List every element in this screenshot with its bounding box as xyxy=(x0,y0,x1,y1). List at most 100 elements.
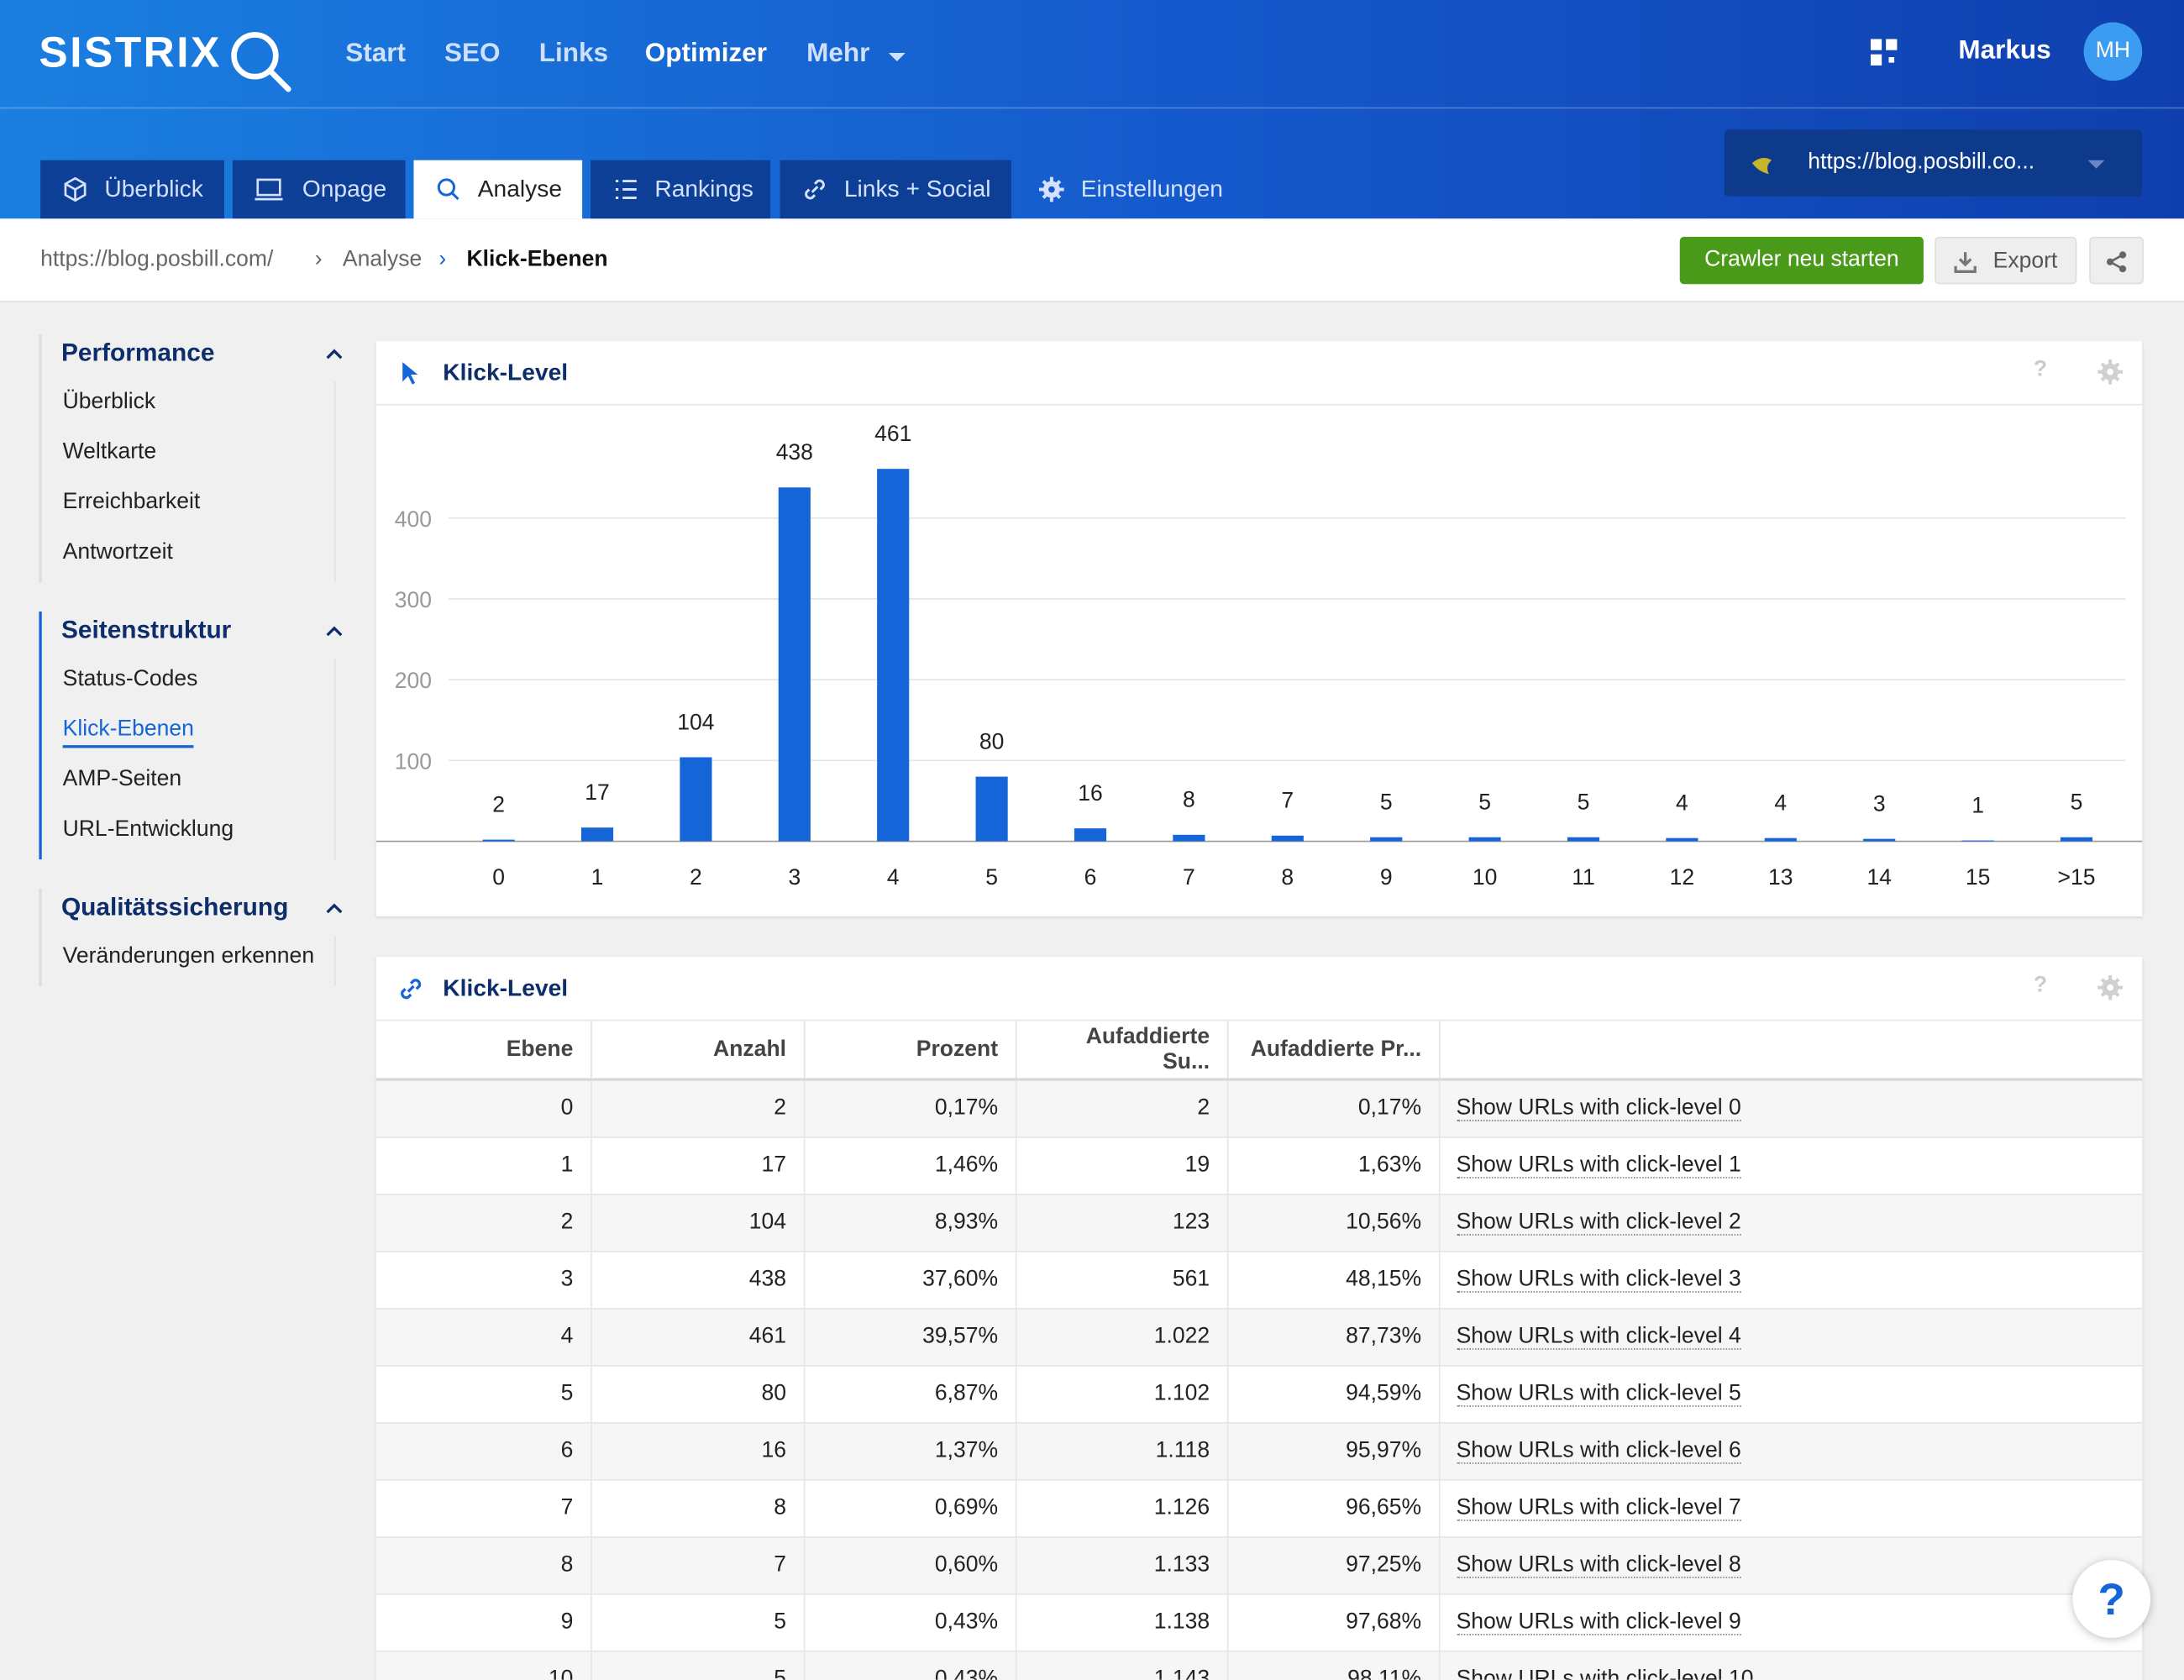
table-cell: 6 xyxy=(376,1422,591,1479)
help-icon[interactable]: ? xyxy=(2034,974,2047,999)
column-header[interactable]: Prozent xyxy=(804,1021,1016,1079)
sidebar-bar xyxy=(39,334,41,582)
table-row: 343837,60%56148,15%Show URLs with click-… xyxy=(376,1251,2143,1308)
sidebar-link[interactable]: Klick-Ebenen xyxy=(63,717,194,748)
sidebar-link[interactable]: Erreichbarkeit xyxy=(63,491,201,516)
table-cell: 8 xyxy=(376,1536,591,1593)
tab[interactable]: Analyse xyxy=(413,160,582,219)
url-link[interactable]: Show URLs with click-level 5 xyxy=(1457,1381,1741,1406)
bar xyxy=(1272,836,1304,842)
data-label: 438 xyxy=(776,439,813,465)
nav-link[interactable]: SEO xyxy=(444,39,501,69)
table-cell: 16 xyxy=(591,1422,804,1479)
sidebar-link[interactable]: Überblick xyxy=(63,390,156,415)
restart-button[interactable]: Crawler neu starten xyxy=(1680,237,1924,284)
project-url: https://blog.posbill.co... xyxy=(1808,150,2034,174)
x-tick-label: 3 xyxy=(788,864,801,890)
user-name[interactable]: Markus xyxy=(1958,36,2050,66)
sidebar-link[interactable]: Weltkarte xyxy=(63,440,157,465)
bar xyxy=(1666,838,1698,842)
favicon xyxy=(1750,152,1775,177)
table-cell: 1,37% xyxy=(804,1422,1016,1479)
x-tick-label: 14 xyxy=(1866,864,1891,890)
tab[interactable]: Onpage xyxy=(233,160,406,219)
chevron xyxy=(328,628,342,635)
url-link[interactable]: Show URLs with click-level 3 xyxy=(1457,1267,1741,1292)
data-label: 5 xyxy=(1478,790,1491,815)
breadcrumb[interactable]: Analyse xyxy=(343,248,422,273)
data-label: 4 xyxy=(1676,790,1688,816)
x-tick-label: 6 xyxy=(1084,864,1097,890)
bar xyxy=(581,827,613,841)
table-cell: 1.133 xyxy=(1016,1536,1227,1593)
url-link[interactable]: Show URLs with click-level 1 xyxy=(1457,1152,1741,1178)
sidebar-title[interactable]: Seitenstruktur xyxy=(61,616,231,645)
avatar[interactable]: MH xyxy=(2084,23,2143,81)
sidebar-link[interactable]: Antwortzeit xyxy=(63,540,173,565)
tab[interactable]: Überblick xyxy=(40,160,224,219)
apps-icon[interactable] xyxy=(1871,39,1898,66)
table-cell: 5 xyxy=(591,1593,804,1651)
table-cell: 3 xyxy=(376,1251,591,1308)
sidebar-title[interactable]: Qualitätssicherung xyxy=(61,893,288,922)
table-row: 21048,93%12310,56%Show URLs with click-l… xyxy=(376,1194,2143,1251)
caret xyxy=(887,50,906,65)
column-header[interactable]: Anzahl xyxy=(591,1021,804,1079)
url-link[interactable]: Show URLs with click-level 7 xyxy=(1457,1495,1741,1520)
settings-icon[interactable] xyxy=(2097,975,2123,1000)
tab-label: Rankings xyxy=(654,176,753,202)
logo[interactable]: SISTRIX xyxy=(39,28,221,78)
column-header[interactable]: Aufaddierte Pr... xyxy=(1227,1021,1439,1079)
data-label: 8 xyxy=(1183,787,1195,812)
y-tick-label: 400 xyxy=(395,507,432,532)
column-header[interactable]: Ebene xyxy=(376,1021,591,1079)
table-cell: 123 xyxy=(1016,1194,1227,1251)
url-link[interactable]: Show URLs with click-level 0 xyxy=(1457,1096,1741,1121)
settings-icon[interactable] xyxy=(2097,360,2123,385)
data-label: 80 xyxy=(979,728,1004,753)
link-cell: Show URLs with click-level 7 xyxy=(1439,1479,2142,1536)
url-link[interactable]: Show URLs with click-level 9 xyxy=(1457,1609,1741,1635)
table-body: 020,17%20,17%Show URLs with click-level … xyxy=(376,1079,2143,1680)
nav-link[interactable]: Links xyxy=(539,39,608,69)
link-icon xyxy=(398,976,423,1001)
bar-chart: 1002003004002017110424383461480516687785… xyxy=(376,404,2143,916)
nav-link[interactable]: Optimizer xyxy=(645,39,767,69)
project-select[interactable]: https://blog.posbill.co... xyxy=(1725,129,2142,197)
help-icon[interactable]: ? xyxy=(2034,358,2047,383)
tab[interactable]: Links + Social xyxy=(780,160,1011,219)
export-button[interactable]: Export xyxy=(1935,237,2076,284)
sidebar-link[interactable]: AMP-Seiten xyxy=(63,768,182,793)
nav-link[interactable]: Start xyxy=(345,39,406,69)
breadcrumb[interactable]: https://blog.posbill.com/ xyxy=(40,248,273,273)
tab-icon xyxy=(613,177,638,202)
sidebar-link[interactable]: Veränderungen erkennen xyxy=(63,944,314,969)
help-button[interactable]: ? xyxy=(2072,1560,2150,1638)
table-cell: 7 xyxy=(591,1536,804,1593)
url-link[interactable]: Show URLs with click-level 10 xyxy=(1457,1667,1754,1680)
url-link[interactable]: Show URLs with click-level 6 xyxy=(1457,1438,1741,1463)
sidebar-link[interactable]: URL-Entwicklung xyxy=(63,817,234,843)
url-link[interactable]: Show URLs with click-level 4 xyxy=(1457,1324,1741,1349)
data-label: 4 xyxy=(1774,790,1787,816)
sidebar-title[interactable]: Performance xyxy=(61,339,215,368)
share-button[interactable] xyxy=(2089,237,2144,284)
data-label: 2 xyxy=(492,791,505,816)
tab[interactable]: Einstellungen xyxy=(1016,160,1239,219)
card-title: Klick-Level xyxy=(443,360,568,387)
column-header[interactable]: Aufaddierte Su... xyxy=(1016,1021,1227,1079)
sidebar-link[interactable]: Status-Codes xyxy=(63,667,198,692)
url-link[interactable]: Show URLs with click-level 2 xyxy=(1457,1210,1741,1235)
x-tick-label: 15 xyxy=(1966,864,1991,890)
collapse-icon xyxy=(326,902,343,913)
tab[interactable]: Rankings xyxy=(591,160,770,219)
table-cell: 561 xyxy=(1016,1251,1227,1308)
table-cell: 10,56% xyxy=(1227,1194,1439,1251)
nav-link[interactable]: Mehr xyxy=(806,39,869,69)
breadcrumb-current: Klick-Ebenen xyxy=(466,248,607,273)
url-link[interactable]: Show URLs with click-level 8 xyxy=(1457,1552,1741,1578)
y-tick-label: 100 xyxy=(395,748,432,774)
table-cell: 1.138 xyxy=(1016,1593,1227,1651)
